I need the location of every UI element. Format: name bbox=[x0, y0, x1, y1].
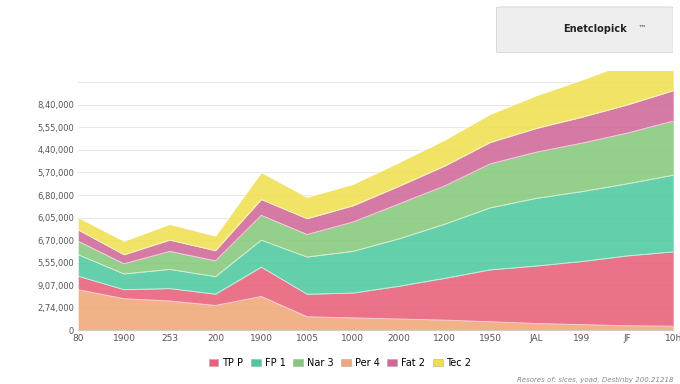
Legend: TP P, FP 1, Nar 3, Per 4, Fat 2, Tec 2: TP P, FP 1, Nar 3, Per 4, Fat 2, Tec 2 bbox=[205, 354, 475, 372]
Text: Resores of: slces, yoad, Destinby 200.21218: Resores of: slces, yoad, Destinby 200.21… bbox=[517, 377, 673, 383]
FancyBboxPatch shape bbox=[496, 7, 673, 53]
Text: ™: ™ bbox=[638, 24, 646, 33]
Text: Enetclopick: Enetclopick bbox=[564, 24, 628, 34]
Text: AP 2025: AP 2025 bbox=[15, 18, 144, 46]
